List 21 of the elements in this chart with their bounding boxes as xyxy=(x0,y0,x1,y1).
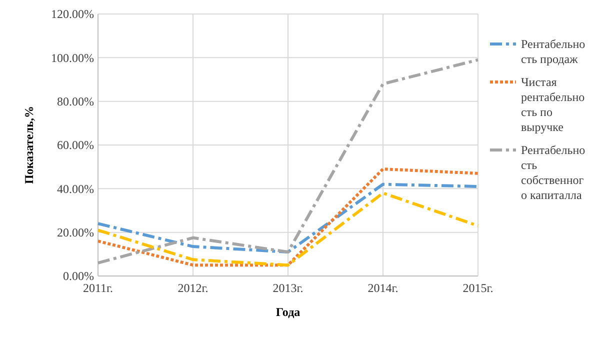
x-tick-label: 2011г. xyxy=(82,281,114,295)
legend-label: Рентабельность собственного капиталла xyxy=(521,143,586,202)
y-tick-label: 20.00% xyxy=(57,226,94,240)
y-tick-label: 80.00% xyxy=(57,94,94,109)
x-tick-label: 2013г. xyxy=(272,281,304,295)
x-axis-title: Года xyxy=(276,305,300,319)
line-series xyxy=(96,192,480,267)
x-tick-label: 2015г. xyxy=(462,281,494,295)
legend-label: Рентабельность продаж xyxy=(521,37,586,66)
y-tick-label: 100.00% xyxy=(51,50,94,65)
y-tick-label: 0.00% xyxy=(63,269,94,284)
x-tick-label: 2012г. xyxy=(178,281,208,295)
y-tick-label: 120.00% xyxy=(51,7,94,22)
line-series xyxy=(96,182,480,254)
line-series xyxy=(96,58,480,264)
y-tick-label: 60.00% xyxy=(57,138,94,152)
y-tick-label: 40.00% xyxy=(57,182,94,196)
y-axis-title: Показатель,% xyxy=(22,106,36,184)
line-series xyxy=(96,168,480,267)
x-tick-label: 2014г. xyxy=(368,281,398,295)
legend-label: Чистая рентабельность по выручке xyxy=(521,75,585,134)
